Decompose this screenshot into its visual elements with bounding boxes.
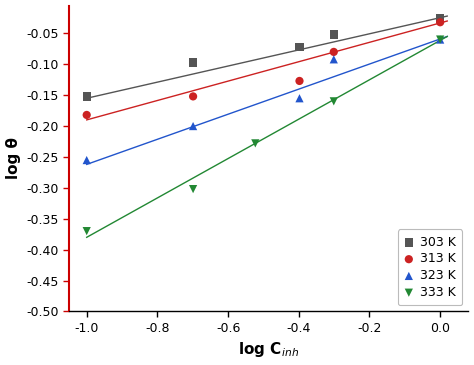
323 K	[296, 95, 303, 101]
303 K	[437, 16, 444, 22]
333 K	[330, 99, 337, 104]
313 K	[437, 19, 444, 25]
333 K	[252, 141, 259, 146]
Legend: 303 K, 313 K, 323 K, 333 K: 303 K, 313 K, 323 K, 333 K	[398, 230, 462, 305]
313 K	[296, 78, 303, 84]
323 K	[189, 123, 197, 129]
X-axis label: log C$_{inh}$: log C$_{inh}$	[238, 341, 299, 360]
333 K	[83, 228, 91, 234]
313 K	[189, 93, 197, 99]
Y-axis label: log θ: log θ	[6, 138, 20, 180]
303 K	[330, 32, 337, 38]
323 K	[330, 57, 337, 62]
313 K	[83, 112, 91, 118]
323 K	[437, 36, 444, 42]
303 K	[83, 93, 91, 99]
333 K	[437, 36, 444, 42]
323 K	[83, 157, 91, 163]
313 K	[330, 49, 337, 55]
303 K	[296, 44, 303, 50]
333 K	[189, 186, 197, 192]
303 K	[189, 59, 197, 65]
